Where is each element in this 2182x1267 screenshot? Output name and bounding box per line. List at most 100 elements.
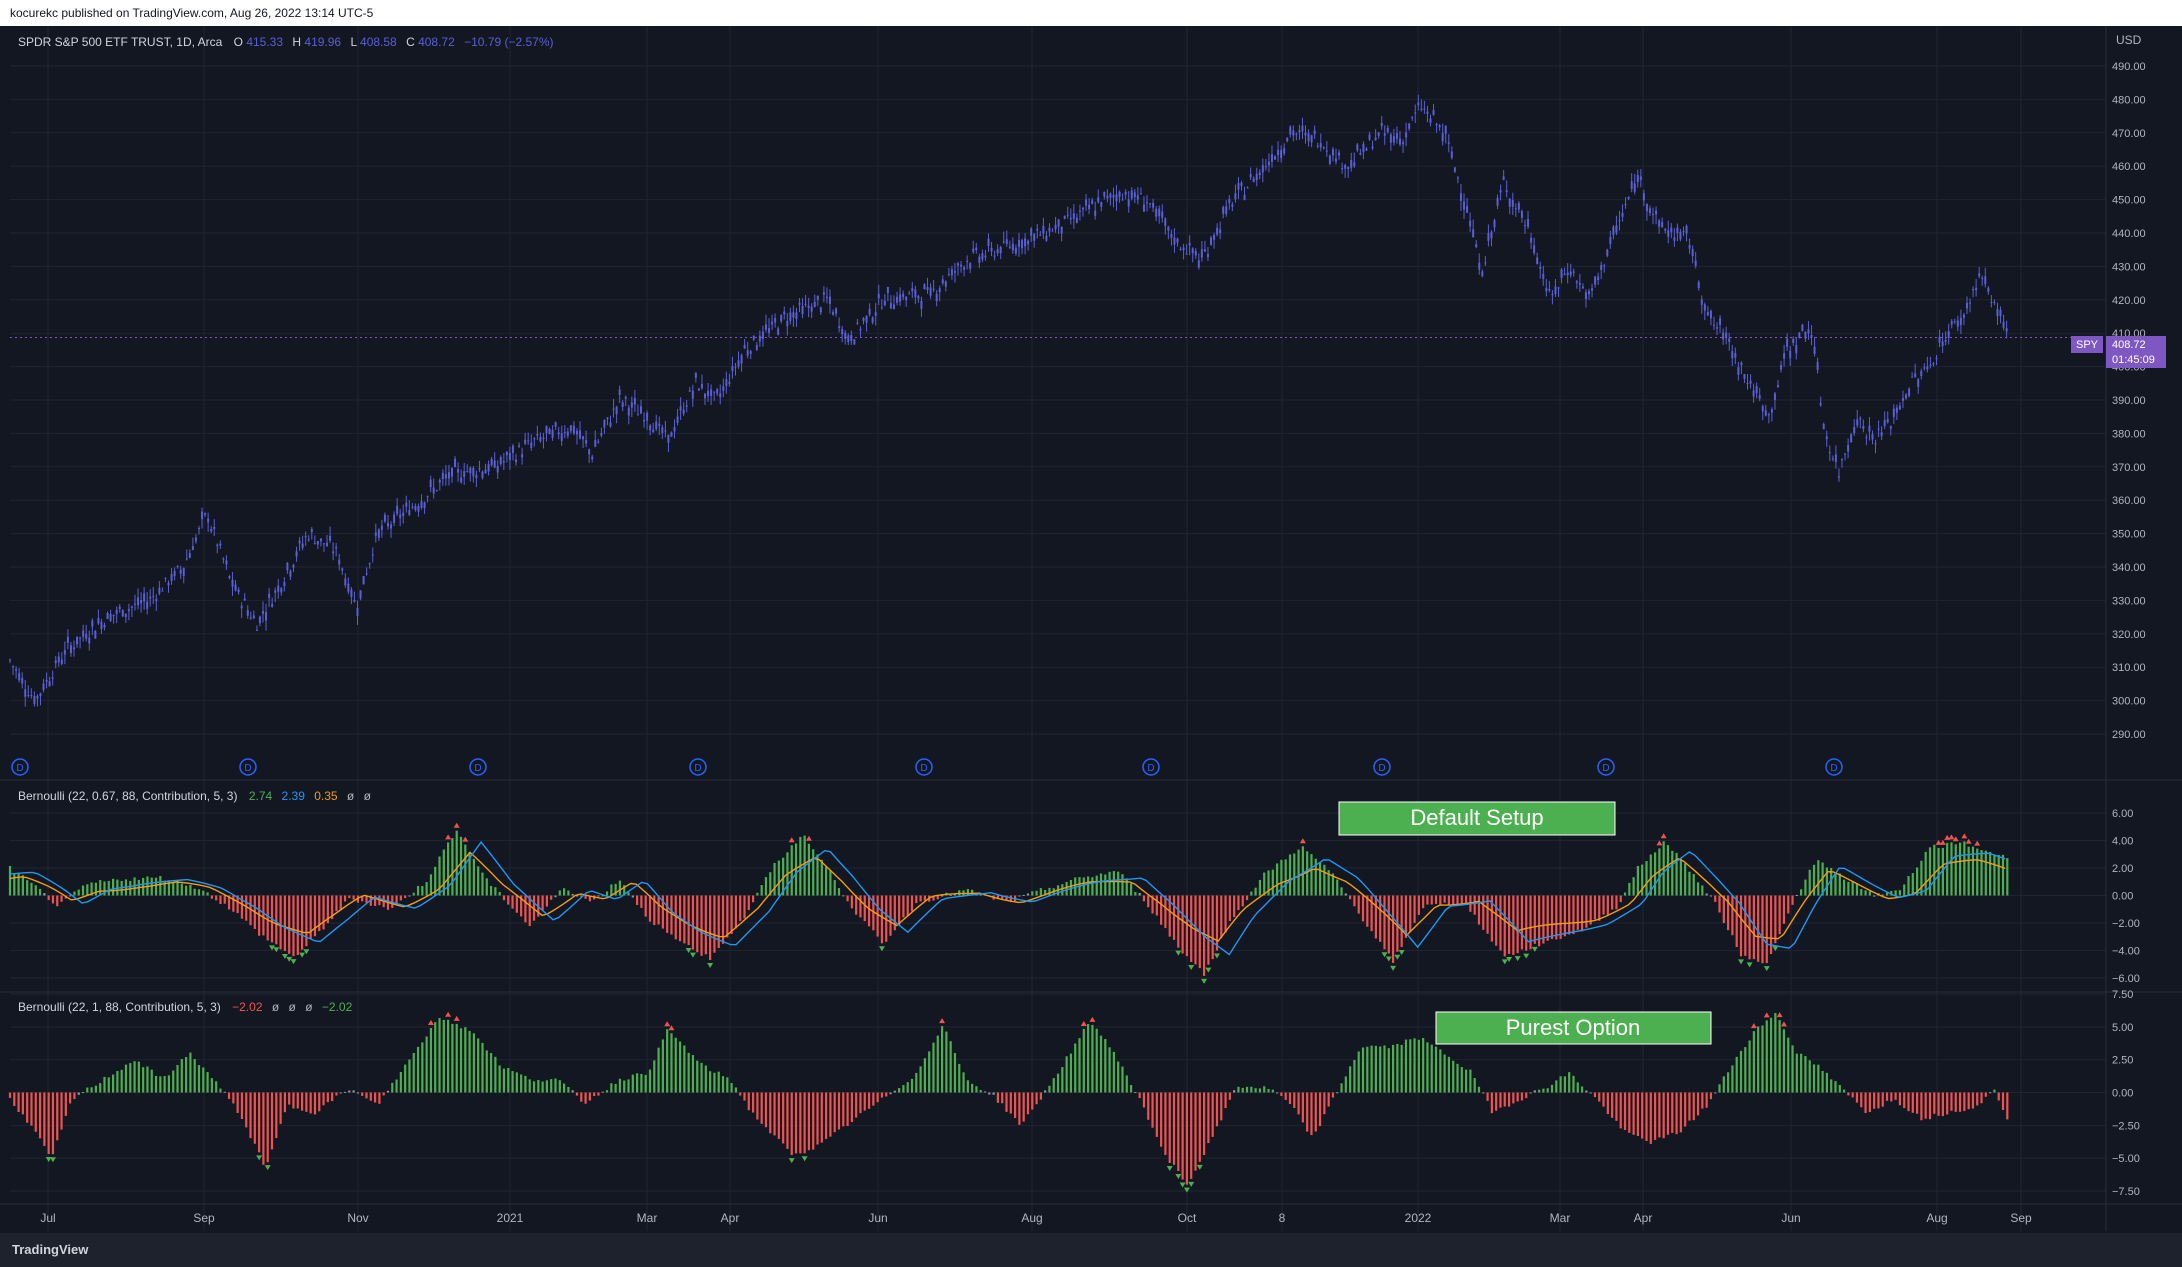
candle-body [1429,118,1432,123]
purest-option-label[interactable]: Purest Option [1435,1011,1712,1045]
pane2-bar [803,1092,806,1154]
candle-body [533,438,536,440]
candle-body [234,584,237,591]
pane1-signal-marker [286,956,293,962]
pane1-bar [1323,864,1326,896]
pane1-bar [1211,895,1214,960]
candle-body [1295,133,1298,135]
candle-body [82,630,85,637]
pane2-bar [1237,1086,1240,1093]
candle-body [960,264,963,267]
pane2-bar [1434,1046,1438,1093]
candle-body [1167,226,1170,231]
candle-body [1133,192,1136,198]
pane1-bar [69,895,72,897]
pane2-bar [593,1092,596,1097]
pane2-bar [1722,1076,1725,1093]
pane2-bar [867,1092,871,1109]
pane2-bar [43,1092,46,1146]
pane1-bar [262,895,265,936]
pane2-signal-marker [427,1020,434,1026]
price-tick-label: 290.00 [2112,729,2146,741]
pane1-bar [425,882,428,896]
candle-body [1776,385,1779,388]
candle-body [1770,409,1773,413]
pane2-bar [240,1092,244,1120]
pane2-bar [756,1092,759,1120]
pane1-bar [240,895,244,919]
candle-body [1752,390,1755,397]
pane2-bar [1379,1046,1382,1093]
pane1-bar [1121,874,1124,896]
candle-body [222,558,225,560]
pane2-bar [2001,1092,2005,1111]
pane2-bar [1761,1025,1764,1093]
pane2-bar [1430,1044,1433,1093]
candle-body [106,612,109,620]
candle-body [1688,244,1691,249]
pane1-bar [1160,895,1163,925]
pane1-bar [1409,895,1412,932]
pane2-bar [631,1074,634,1093]
candle-body [460,477,463,483]
pane2-bar [1675,1092,1678,1135]
candle-body [1825,436,1828,440]
default-setup-label[interactable]: Default Setup [1338,801,1616,836]
pane1-bar [872,895,875,931]
pane2-bar [661,1039,664,1093]
tradingview-logo[interactable]: TradingView [12,1242,89,1257]
pane2-bar [537,1079,540,1093]
candle-body [728,381,731,384]
candle-body [633,398,636,405]
candle-body [1405,132,1408,138]
pane1-bar [1181,895,1184,954]
candle-body [115,609,118,614]
price-tick-label: 300.00 [2112,696,2146,708]
candle-body [76,636,79,645]
pane1-bar [1946,842,1949,896]
pane1-bar [807,843,811,896]
pane1-bar [696,895,699,953]
candle-body [1014,247,1017,254]
candle-body [1950,320,1953,325]
pane1-bar [81,885,85,896]
candle-body [426,496,429,498]
pane2-bar [1056,1073,1060,1093]
pane2-bar [1258,1088,1262,1093]
pane1-signal-marker [1514,956,1521,962]
pane1-bar [185,885,188,896]
time-tick-label: Sep [2010,1211,2032,1225]
candle-body [935,293,938,302]
low-key: L [350,35,357,49]
pane1-bar [1568,895,1571,935]
pane1-bar [193,888,196,896]
pane2-bar [1336,1092,1339,1094]
pane1-bar [670,895,673,935]
pane1-bar [1490,895,1493,942]
candle-body [1807,329,1810,334]
currency-label: USD [2116,33,2142,47]
pane1-bar [1628,882,1631,896]
pane1-signal-marker [281,953,288,959]
candle-body [386,522,389,527]
pane2-bar [159,1076,162,1093]
candle-body [103,624,106,628]
pane1-signal-marker [1394,954,1401,960]
pane1-bar [575,895,579,897]
pane2-bar [1589,1092,1592,1094]
pane2-bar [1507,1092,1511,1107]
pane2-bar [1477,1086,1481,1093]
pane1-bar [898,895,901,925]
pane1-bar [313,895,317,937]
pane1-bar [1082,877,1085,896]
candle-body [73,647,76,650]
dividend-marker [1373,758,1391,776]
pane2-bar [1486,1092,1489,1101]
pane2-bar [1920,1092,1923,1121]
candle-body [1905,394,1908,399]
pane1-bar [554,895,557,898]
pane1-bar [700,895,703,956]
candle-body [438,479,441,483]
pane2-tick-label: 5.00 [2112,1022,2133,1034]
